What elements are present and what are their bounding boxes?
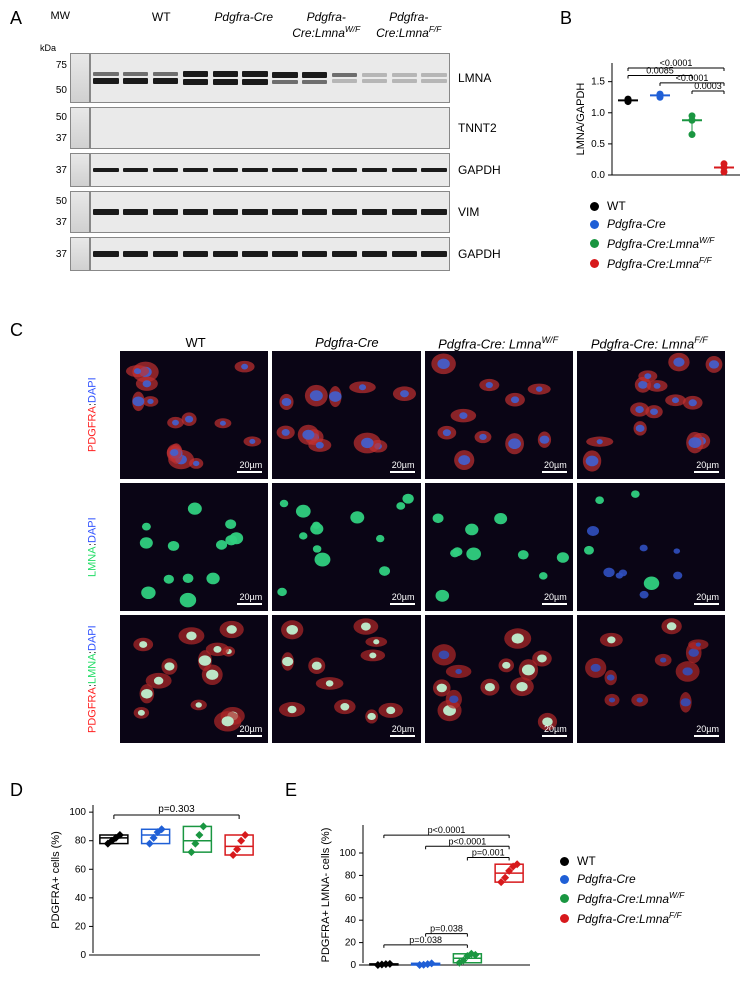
- svg-text:20: 20: [75, 921, 87, 932]
- panel-de-legend: WT Pdgfra-Cre Pdgfra-Cre:LmnaW/F Pdgfra-Cre…: [560, 850, 684, 930]
- svg-text:PDGFRA+ LMNA- cells (%): PDGFRA+ LMNA- cells (%): [320, 828, 332, 963]
- panel-d-chart: 0 20 40 60 80 100 PDGFRA+ cells (%) p=0.303: [45, 785, 265, 965]
- svg-text:p<0.0001: p<0.0001: [428, 825, 466, 835]
- protein-label: LMNA: [450, 71, 510, 85]
- legend-item: Pdgfra-Cre:LmnaW/F: [590, 235, 714, 251]
- svg-text:80: 80: [345, 870, 357, 881]
- micro-header: Pdgfra-Cre: LmnaW/F: [423, 335, 574, 351]
- svg-text:40: 40: [75, 893, 87, 904]
- protein-label: GAPDH: [450, 247, 510, 261]
- legend-item: Pdgfra-Cre:LmnaW/F: [560, 890, 684, 906]
- blot-row: 7550LMNA: [40, 53, 510, 103]
- micro-image: 20µm: [272, 483, 420, 611]
- micro-image: 20µm: [577, 615, 725, 743]
- svg-text:0.0: 0.0: [591, 170, 605, 181]
- blot-row: 5037TNNT2: [40, 107, 510, 149]
- legend-item: Pdgfra-Cre: [590, 217, 714, 231]
- protein-label: GAPDH: [450, 163, 510, 177]
- micro-image: 20µm: [272, 615, 420, 743]
- micro-header: Pdgfra-Cre: [271, 335, 422, 351]
- svg-text:20: 20: [345, 938, 357, 949]
- protein-label: TNNT2: [450, 121, 510, 135]
- svg-text:p=0.001: p=0.001: [472, 847, 505, 857]
- panel-d-label: D: [10, 780, 23, 801]
- micro-image: 20µm: [120, 615, 268, 743]
- svg-text:60: 60: [345, 893, 357, 904]
- legend-item: Pdgfra-Cre:LmnaF/F: [560, 910, 684, 926]
- mw-header: MW: [40, 10, 70, 43]
- svg-text:LMNA/GAPDH: LMNA/GAPDH: [575, 83, 587, 156]
- blot-genotype-header: Pdgfra-Cre:LmnaF/F: [368, 10, 451, 40]
- panel-c-microscopy: WTPdgfra-CrePdgfra-Cre: LmnaW/FPdgfra-Cr…: [65, 335, 725, 747]
- svg-text:80: 80: [75, 836, 87, 847]
- micro-image: 20µm: [272, 351, 420, 479]
- blot-row: 5037VIM: [40, 191, 510, 233]
- svg-text:60: 60: [75, 864, 87, 875]
- blot-genotype-header: Pdgfra-Cre:LmnaW/F: [285, 10, 368, 40]
- micro-image: 20µm: [425, 351, 573, 479]
- svg-text:1.0: 1.0: [591, 108, 605, 119]
- kda-label: kDa: [40, 43, 510, 53]
- svg-text:40: 40: [345, 915, 357, 926]
- svg-text:100: 100: [339, 848, 356, 859]
- panel-a-blots: MW WTPdgfra-CrePdgfra-Cre:LmnaW/FPdgfra-…: [40, 10, 510, 275]
- svg-text:p=0.303: p=0.303: [158, 804, 195, 815]
- panel-b-chart: 0.00.51.01.5LMNA/GAPDH0.0003<0.00010.008…: [570, 15, 745, 185]
- svg-text:0: 0: [80, 950, 86, 961]
- micro-row-label: PDGFRA:LMNA:DAPI: [65, 615, 120, 743]
- svg-text:0.5: 0.5: [591, 139, 605, 150]
- svg-text:<0.0001: <0.0001: [660, 58, 693, 68]
- micro-header: Pdgfra-Cre: LmnaF/F: [574, 335, 725, 351]
- svg-text:PDGFRA+ cells (%): PDGFRA+ cells (%): [50, 831, 62, 929]
- panel-e-label: E: [285, 780, 297, 801]
- legend-item: WT: [560, 854, 684, 868]
- svg-text:p<0.0001: p<0.0001: [448, 836, 486, 846]
- svg-text:1.5: 1.5: [591, 77, 605, 88]
- panel-c-label: C: [10, 320, 23, 341]
- micro-header: WT: [120, 335, 271, 351]
- panel-a-label: A: [10, 8, 22, 29]
- micro-row-label: PDGFRA:DAPI: [65, 351, 120, 479]
- micro-image: 20µm: [120, 483, 268, 611]
- panel-b-legend: WT Pdgfra-Cre Pdgfra-Cre:LmnaW/F Pdgfra-Cre…: [590, 195, 714, 275]
- blot-row: 37GAPDH: [40, 237, 510, 271]
- protein-label: VIM: [450, 205, 510, 219]
- micro-image: 20µm: [577, 351, 725, 479]
- blot-genotype-header: WT: [120, 10, 203, 40]
- legend-item: Pdgfra-Cre:LmnaF/F: [590, 255, 714, 271]
- micro-row-label: LMNA:DAPI: [65, 483, 120, 611]
- blot-row: 37GAPDH: [40, 153, 510, 187]
- svg-text:100: 100: [69, 807, 86, 818]
- blot-genotype-header: Pdgfra-Cre: [203, 10, 286, 40]
- panel-e-chart: 0 20 40 60 80 100 PDGFRA+ LMNA- cells (%) p=0.0…: [315, 780, 535, 975]
- micro-image: 20µm: [425, 615, 573, 743]
- svg-text:p=0.038: p=0.038: [430, 924, 463, 934]
- svg-text:0: 0: [350, 960, 356, 971]
- micro-image: 20µm: [120, 351, 268, 479]
- legend-item: Pdgfra-Cre: [560, 872, 684, 886]
- legend-item: WT: [590, 199, 714, 213]
- micro-image: 20µm: [425, 483, 573, 611]
- micro-image: 20µm: [577, 483, 725, 611]
